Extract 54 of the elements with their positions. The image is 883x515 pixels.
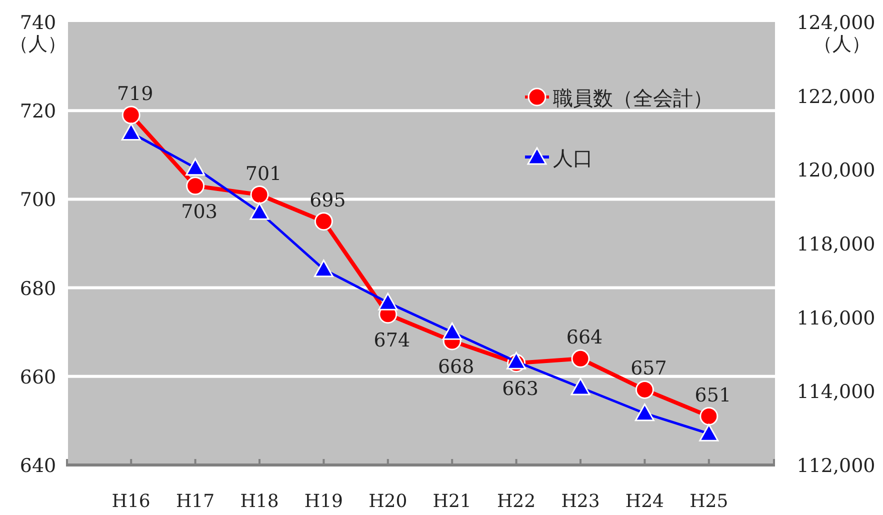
y2-tick-label: 120,000 xyxy=(796,160,876,182)
point xyxy=(378,292,398,310)
y-tick-label: 680 xyxy=(20,278,56,300)
x-tick-label: H23 xyxy=(561,491,600,512)
point xyxy=(121,123,141,140)
point xyxy=(699,424,719,442)
point xyxy=(700,407,718,426)
data-label: 663 xyxy=(502,378,538,400)
y2-axis-title: （人） xyxy=(814,33,870,55)
x-tick-label: H18 xyxy=(240,491,279,512)
point xyxy=(250,186,269,204)
y2-tick-label: 116,000 xyxy=(796,307,876,330)
point xyxy=(314,260,334,278)
y-tick-label: 640 xyxy=(20,455,56,477)
data-label: 664 xyxy=(566,326,603,349)
point xyxy=(635,380,654,399)
x-tick-label: H16 xyxy=(112,491,150,512)
y-axis-title: （人） xyxy=(10,33,66,55)
x-tick-label: H24 xyxy=(625,491,664,512)
y-tick-label: 720 xyxy=(20,100,56,123)
point xyxy=(186,158,206,176)
point xyxy=(634,404,654,422)
point xyxy=(186,176,205,196)
data-label: 674 xyxy=(374,329,410,352)
point xyxy=(122,106,140,124)
data-label: 695 xyxy=(310,189,346,212)
x-tick-label: H21 xyxy=(432,491,472,512)
data-label: 657 xyxy=(630,358,667,380)
y-tick-label: 740 xyxy=(20,12,56,34)
point xyxy=(250,202,270,220)
x-tick-label: H17 xyxy=(176,491,215,512)
x-tick-label: H20 xyxy=(368,491,408,512)
y2-tick-label: 118,000 xyxy=(796,234,876,256)
data-label: 651 xyxy=(694,384,732,406)
y2-tick-label: 122,000 xyxy=(796,86,876,108)
y2-tick-label: 112,000 xyxy=(796,455,876,477)
data-label: 719 xyxy=(116,83,154,106)
x-tick-label: H25 xyxy=(690,491,728,512)
y2-tick-label: 124,000 xyxy=(796,12,876,34)
data-label: 668 xyxy=(438,356,474,378)
point xyxy=(506,352,526,370)
data-label: 701 xyxy=(245,162,282,185)
point xyxy=(442,322,462,340)
legend-label: 人口 xyxy=(553,146,593,170)
point xyxy=(570,378,590,396)
data-label: 703 xyxy=(181,200,218,223)
y-tick-label: 660 xyxy=(20,366,56,388)
y2-tick-label: 114,000 xyxy=(796,381,876,404)
x-tick-label: H19 xyxy=(304,491,344,512)
y-tick-label: 700 xyxy=(20,189,56,212)
point xyxy=(314,212,333,231)
point xyxy=(571,349,590,368)
x-tick-label: H22 xyxy=(496,491,536,512)
legend-label: 職員数（全会計） xyxy=(553,86,713,110)
